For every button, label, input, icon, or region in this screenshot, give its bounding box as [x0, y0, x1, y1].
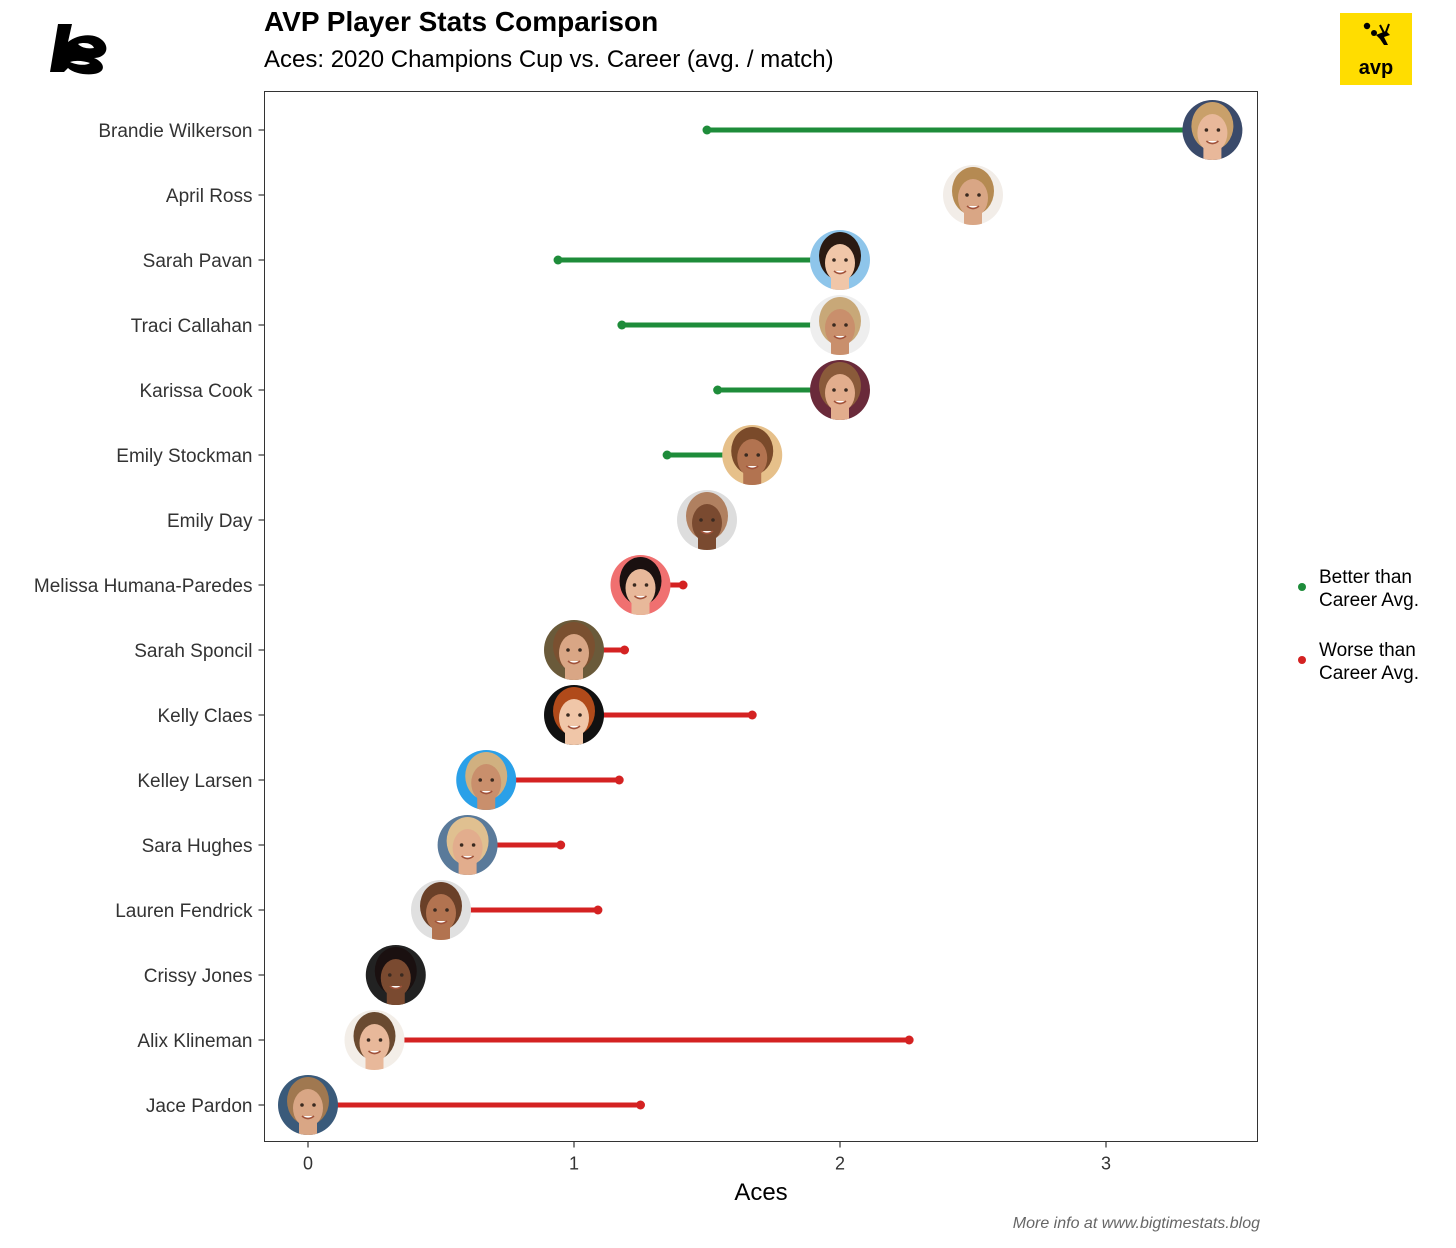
career-points [553, 125, 914, 1110]
y-tick-label: Kelley Larsen [137, 771, 252, 792]
photo-melissa-humana-paredes [610, 555, 671, 615]
y-tick-label: Traci Callahan [131, 316, 253, 337]
career-point-kelley-larsen [614, 775, 624, 785]
career-point-lauren-fendrick [593, 905, 603, 915]
career-point-karissa-cook [713, 385, 723, 395]
x-tick-label: 1 [569, 1154, 579, 1174]
chart-title: AVP Player Stats Comparison [264, 6, 659, 37]
career-point-jace-pardon [636, 1100, 645, 1110]
career-point-alix-klineman [904, 1035, 914, 1045]
y-tick-label: Karissa Cook [140, 381, 253, 402]
photo-brandie-wilkerson [1182, 100, 1243, 160]
photo-sara-hughes [437, 815, 498, 875]
photo-sarah-sponcil [544, 620, 604, 680]
career-point-melissa-humana-paredes [678, 580, 688, 590]
x-tick-label: 0 [303, 1154, 313, 1174]
career-point-sara-hughes [556, 840, 566, 850]
y-tick-label: Emily Day [167, 511, 253, 532]
bigtimestats-logo-icon [50, 24, 107, 75]
segments [308, 127, 1213, 1108]
y-tick-label: Brandie Wilkerson [98, 121, 252, 142]
y-tick-label: Sarah Sponcil [134, 641, 252, 662]
photo-crissy-jones [365, 945, 426, 1005]
y-tick-label: Sarah Pavan [143, 251, 253, 272]
x-axis: 0 1 2 3 [303, 1141, 1111, 1174]
player-photos [278, 100, 1243, 1135]
legend-label: Better than [1319, 567, 1412, 588]
legend-label: Worse than [1319, 640, 1416, 661]
photo-april-ross [943, 165, 1003, 225]
photo-kelley-larsen [456, 750, 517, 810]
photo-kelly-claes [544, 685, 604, 745]
photo-karissa-cook [810, 360, 870, 420]
chart-subtitle: Aces: 2020 Champions Cup vs. Career (avg… [264, 46, 834, 73]
photo-emily-day [677, 490, 737, 550]
y-tick-label: April Ross [166, 186, 253, 207]
y-tick-label: Melissa Humana-Paredes [34, 576, 253, 597]
avp-logo: avp [1340, 13, 1412, 85]
plot-panel [264, 91, 1258, 1142]
legend-key [1298, 583, 1306, 591]
caption: More info at www.bigtimestats.blog [1012, 1215, 1260, 1232]
career-point-kelly-claes [747, 710, 757, 720]
volleyball-player-icon [1363, 22, 1390, 45]
legend-key [1298, 656, 1306, 664]
y-tick-label: Alix Klineman [137, 1031, 252, 1052]
photo-jace-pardon [278, 1075, 338, 1135]
y-tick-label: Crissy Jones [144, 966, 253, 987]
career-point-sarah-pavan [553, 255, 563, 265]
legend-label: Career Avg. [1319, 590, 1419, 611]
photo-alix-klineman [344, 1010, 405, 1070]
y-tick-label: Sara Hughes [142, 836, 253, 857]
career-point-emily-stockman [662, 450, 672, 460]
avp-logo-text: avp [1358, 57, 1394, 79]
y-tick-label: Kelly Claes [157, 706, 252, 727]
x-tick-label: 2 [835, 1154, 845, 1174]
career-point-sarah-sponcil [620, 645, 630, 655]
y-axis: Brandie Wilkerson April Ross Sarah Pavan Tr… [34, 121, 265, 1117]
legend-label: Career Avg. [1319, 663, 1419, 684]
y-tick-label: Jace Pardon [146, 1096, 253, 1117]
y-tick-label: Lauren Fendrick [115, 901, 253, 922]
photo-traci-callahan [810, 295, 870, 355]
photo-lauren-fendrick [411, 880, 471, 940]
photo-sarah-pavan [810, 230, 870, 290]
x-tick-label: 3 [1101, 1154, 1111, 1174]
y-tick-label: Emily Stockman [116, 446, 252, 467]
photo-emily-stockman [722, 425, 783, 485]
career-point-traci-callahan [617, 320, 627, 330]
career-point-brandie-wilkerson [702, 125, 712, 135]
x-axis-title: Aces [734, 1179, 787, 1206]
